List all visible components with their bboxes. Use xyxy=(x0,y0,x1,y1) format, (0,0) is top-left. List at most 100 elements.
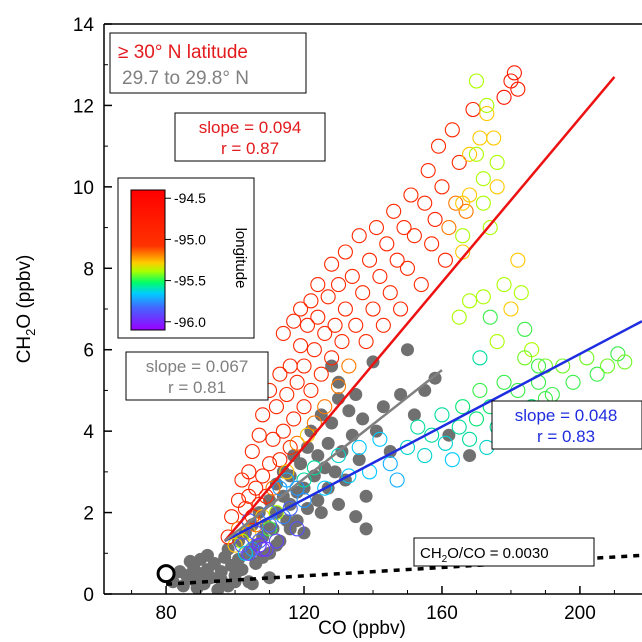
colored-point xyxy=(293,338,309,354)
colored-point xyxy=(462,187,478,203)
colored-point xyxy=(255,407,271,423)
ratio-annotation-box xyxy=(413,537,595,567)
colored-point xyxy=(317,399,333,415)
blue-annotation-box xyxy=(491,400,642,450)
colored-point xyxy=(320,289,336,305)
colorbar-tick-label: -95.5 xyxy=(174,273,206,289)
background-point xyxy=(156,564,176,584)
colored-point xyxy=(317,480,333,496)
axes: 0 2 4 6 8 10 12 14 80 120 160 200 xyxy=(73,15,642,624)
colored-point xyxy=(306,342,322,358)
colored-point xyxy=(362,252,378,268)
colored-point xyxy=(275,423,291,439)
gray-point xyxy=(328,465,342,479)
gray-point xyxy=(221,542,235,556)
colored-point xyxy=(279,386,295,403)
colorbar-label: longitude xyxy=(232,228,249,289)
colored-point xyxy=(375,317,391,333)
colored-point xyxy=(472,382,488,398)
gray-point xyxy=(325,359,339,373)
colored-point xyxy=(386,203,402,219)
colored-point xyxy=(448,195,464,211)
colored-point xyxy=(299,317,316,333)
colored-point xyxy=(462,146,478,162)
y-tick-label: 8 xyxy=(83,259,94,280)
colored-point xyxy=(479,97,495,113)
colored-point xyxy=(617,354,633,370)
colored-point xyxy=(289,435,305,451)
colored-point xyxy=(351,439,367,455)
colored-point xyxy=(289,521,305,537)
y-tick-label: 10 xyxy=(73,178,94,199)
colored-point xyxy=(341,358,357,374)
colored-point xyxy=(310,277,326,293)
gray-point xyxy=(463,449,477,463)
gray-fit-line xyxy=(223,369,443,543)
red-fit-line xyxy=(223,76,616,542)
red-annotation-box xyxy=(174,112,326,162)
colored-point xyxy=(224,509,240,525)
colored-point xyxy=(589,366,605,382)
colored-point xyxy=(313,366,329,382)
legend: ≥ 30° N latitude 29.7 to 29.8° N xyxy=(109,32,307,94)
colored-point xyxy=(255,468,271,484)
colored-point xyxy=(462,431,478,447)
colored-point xyxy=(282,358,298,374)
legend-box xyxy=(109,32,307,94)
blue-r-text: r = 0.83 xyxy=(537,427,595,446)
colorbar-tick-label: -95.0 xyxy=(174,231,206,247)
colored-point xyxy=(565,374,581,390)
gray-point xyxy=(407,408,421,422)
gray-point xyxy=(359,489,373,503)
legend-gray-label: 29.7 to 29.8° N xyxy=(122,68,249,89)
colored-point xyxy=(465,101,481,118)
gray-point xyxy=(263,571,277,585)
gray-point xyxy=(442,428,456,442)
colored-point xyxy=(251,427,267,443)
colored-point xyxy=(344,268,360,284)
colored-point xyxy=(451,309,467,325)
colored-point xyxy=(503,73,519,89)
colored-point xyxy=(451,154,467,170)
colored-point xyxy=(348,317,364,333)
colored-point xyxy=(455,228,471,244)
colored-point xyxy=(410,419,426,435)
gray-point xyxy=(342,404,356,418)
colored-point xyxy=(261,456,278,472)
y-axis-label: CH2O (ppbv) xyxy=(14,255,38,364)
colored-point xyxy=(444,122,460,138)
colored-point xyxy=(327,317,343,333)
colorbar-gradient xyxy=(130,189,166,331)
y-tick-label: 0 xyxy=(83,585,94,606)
gray-point xyxy=(232,552,245,566)
colored-point xyxy=(286,313,302,329)
gray-point xyxy=(297,526,311,540)
colored-point xyxy=(458,203,474,219)
colored-point xyxy=(324,256,340,272)
colored-point xyxy=(324,350,340,366)
colored-point xyxy=(351,228,367,244)
gray-point xyxy=(400,343,414,357)
colored-point xyxy=(303,293,319,309)
red-slope-text: slope = 0.094 xyxy=(199,118,302,137)
gray-point xyxy=(245,577,259,591)
gray-point xyxy=(394,388,408,401)
colored-point xyxy=(489,154,505,170)
colored-point xyxy=(610,346,626,362)
colored-point xyxy=(265,480,281,496)
gray-point xyxy=(311,493,325,507)
colored-point xyxy=(306,460,322,476)
colored-point xyxy=(468,411,485,427)
gray-point xyxy=(321,436,335,450)
colored-point xyxy=(427,211,443,227)
colored-point xyxy=(399,260,416,276)
colored-point xyxy=(455,399,471,415)
gray-point xyxy=(325,416,339,430)
colorbar-ticks: -94.5 -95.0 -95.5 -96.0 xyxy=(165,190,206,330)
colored-point xyxy=(496,89,512,105)
colored-point xyxy=(268,533,284,549)
gray-point xyxy=(266,522,280,536)
colored-point xyxy=(441,220,457,236)
colored-point xyxy=(444,452,460,468)
